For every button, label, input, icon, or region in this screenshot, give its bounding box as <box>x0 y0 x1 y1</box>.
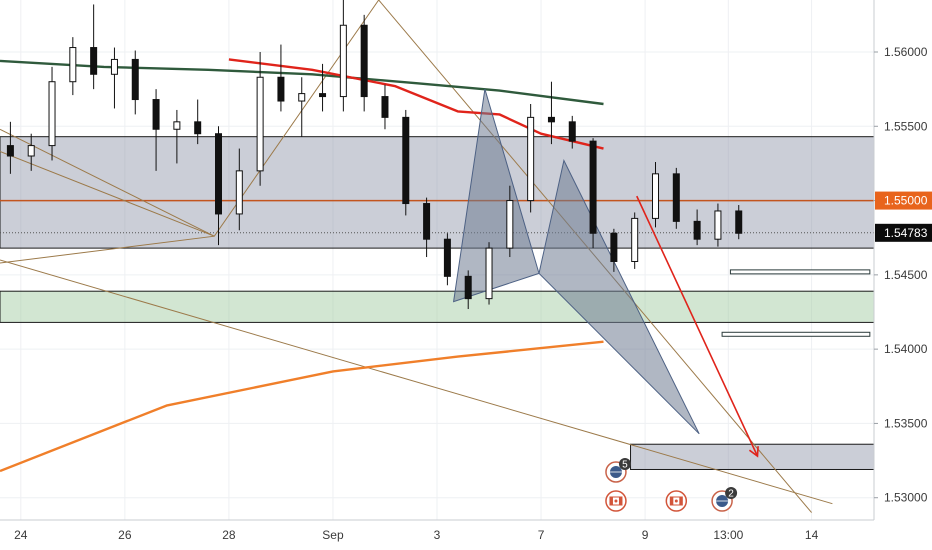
candle-bearish[interactable] <box>319 93 327 98</box>
harmonic-pattern-left[interactable] <box>452 88 540 303</box>
mini-level-2[interactable] <box>721 331 871 337</box>
candle-bearish[interactable] <box>610 232 618 262</box>
projection-arrow-line[interactable] <box>636 195 759 457</box>
ma-red[interactable] <box>228 58 604 150</box>
trend-line-fan-1[interactable] <box>0 151 215 237</box>
candle-bearish[interactable] <box>6 145 14 157</box>
projection-arrow-head <box>748 446 759 458</box>
candle-bullish[interactable] <box>298 93 306 102</box>
candle-bearish[interactable] <box>443 238 451 277</box>
candle-bullish[interactable] <box>48 81 56 147</box>
time-axis-panel <box>0 520 932 550</box>
price-tick-label: 1.55500 <box>884 119 928 133</box>
candle-bearish[interactable] <box>589 140 597 234</box>
time-tick-label: 9 <box>642 528 649 542</box>
candle-bearish[interactable] <box>735 210 743 234</box>
ma-orange[interactable] <box>0 340 604 473</box>
candle-bullish[interactable] <box>631 217 639 262</box>
maple-leaf-icon <box>674 499 678 503</box>
candle-bearish[interactable] <box>152 99 160 130</box>
support-zone[interactable] <box>0 290 875 323</box>
candle-bullish[interactable] <box>506 200 514 249</box>
event-count-text: 5 <box>622 460 628 471</box>
price-tick-label: 1.56000 <box>884 45 928 59</box>
candle-bearish[interactable] <box>381 96 389 118</box>
price-tick-label: 1.53000 <box>884 491 928 505</box>
candle-bullish[interactable] <box>485 247 493 300</box>
price-tick-label: 1.53500 <box>884 416 928 430</box>
candle-bearish[interactable] <box>402 116 410 205</box>
candle-bullish[interactable] <box>652 173 659 219</box>
time-tick-label: 3 <box>434 528 441 542</box>
harmonic-pattern-right[interactable] <box>538 159 700 435</box>
time-tick-label: 13:00 <box>713 528 743 542</box>
trend-line-lower[interactable] <box>0 259 833 505</box>
time-tick-label: 26 <box>118 528 132 542</box>
candle-bullish[interactable] <box>235 170 243 215</box>
time-tick-label: 28 <box>222 528 236 542</box>
candle-bearish[interactable] <box>131 58 139 101</box>
event-count-text: 2 <box>728 489 734 500</box>
flag-band-left-icon <box>609 497 613 505</box>
resistance-zone[interactable] <box>0 136 875 249</box>
level-price-badge-text: 1.55000 <box>884 194 928 208</box>
candle-bullish[interactable] <box>714 210 722 240</box>
candle-bearish[interactable] <box>423 203 431 240</box>
last-price-badge[interactable] <box>875 223 932 242</box>
candle-bullish[interactable] <box>69 47 77 83</box>
candle-bearish[interactable] <box>360 24 368 98</box>
candle-bearish[interactable] <box>464 275 472 300</box>
maple-leaf-icon <box>614 499 618 503</box>
candle-bullish[interactable] <box>339 24 347 98</box>
candle-bearish[interactable] <box>215 133 222 215</box>
time-tick-label: Sep <box>322 528 344 542</box>
target-zone[interactable] <box>630 443 875 470</box>
candle-bullish[interactable] <box>110 58 118 75</box>
event-count-badge <box>725 487 738 499</box>
time-tick-label: 24 <box>14 528 28 542</box>
candle-bullish[interactable] <box>256 76 264 172</box>
candle-bearish[interactable] <box>568 121 576 142</box>
candle-bullish[interactable] <box>527 116 535 202</box>
candle-bullish[interactable] <box>173 121 181 130</box>
candle-bearish[interactable] <box>194 121 202 135</box>
trend-line-fan-2[interactable] <box>0 128 215 237</box>
price-tick-label: 1.54500 <box>884 268 928 282</box>
time-tick-label: 14 <box>805 528 819 542</box>
candle-bearish[interactable] <box>547 116 555 123</box>
event-count-badge <box>618 458 631 470</box>
ma-green[interactable] <box>0 59 604 106</box>
candle-bearish[interactable] <box>672 173 680 222</box>
time-tick-label: 7 <box>538 528 545 542</box>
price-axis-panel <box>874 0 932 550</box>
level-price-badge[interactable] <box>875 191 932 210</box>
price-tick-label: 1.54000 <box>884 342 928 356</box>
candle-bearish[interactable] <box>277 76 285 102</box>
mini-level-1[interactable] <box>729 269 871 275</box>
flag-band-right-icon <box>679 497 683 505</box>
last-price-badge-text: 1.54783 <box>884 226 928 240</box>
flag-band-right-icon <box>618 497 622 505</box>
candle-bearish[interactable] <box>693 220 701 240</box>
candle-bearish[interactable] <box>90 47 98 75</box>
candle-bullish[interactable] <box>27 145 35 157</box>
flag-band-left-icon <box>670 497 674 505</box>
